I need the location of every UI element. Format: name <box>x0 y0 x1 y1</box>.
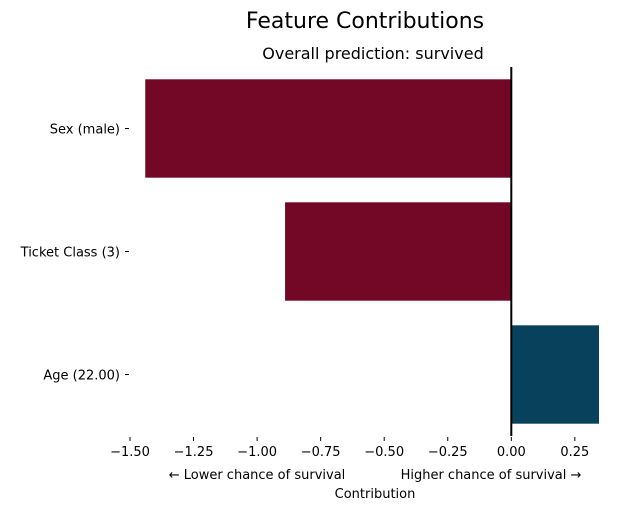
x-tick-label: 0.00 <box>497 445 526 460</box>
lower-chance-label: ← Lower chance of survival <box>169 468 346 483</box>
x-tick-label: −1.00 <box>237 445 277 460</box>
x-tick-label: −1.25 <box>174 445 214 460</box>
higher-chance-label: Higher chance of survival → <box>401 468 582 483</box>
y-tick-label: Sex (male) <box>50 123 120 138</box>
x-axis-label: Contribution <box>335 487 416 502</box>
bar-1 <box>285 202 512 301</box>
x-ticks: −1.50 −1.25 −1.00 −0.75 −0.50 −0.25 0.00 0.25 <box>110 437 589 460</box>
bar-0 <box>145 79 512 178</box>
x-tick-label: −0.50 <box>364 445 404 460</box>
chart-title: Feature Contributions <box>246 9 484 34</box>
y-tick-labels: Sex (male) Ticket Class (3) Age (22.00) <box>20 123 129 384</box>
y-tick-label: Age (22.00) <box>43 369 120 384</box>
chart-subtitle: Overall prediction: survived <box>262 44 483 63</box>
x-tick-label: −0.25 <box>428 445 468 460</box>
bars-group <box>145 79 599 424</box>
y-tick-label: Ticket Class (3) <box>20 246 120 261</box>
x-tick-label: −1.50 <box>110 445 150 460</box>
x-tick-label: −0.75 <box>301 445 341 460</box>
bar-2 <box>511 325 599 424</box>
x-tick-label: 0.25 <box>560 445 589 460</box>
